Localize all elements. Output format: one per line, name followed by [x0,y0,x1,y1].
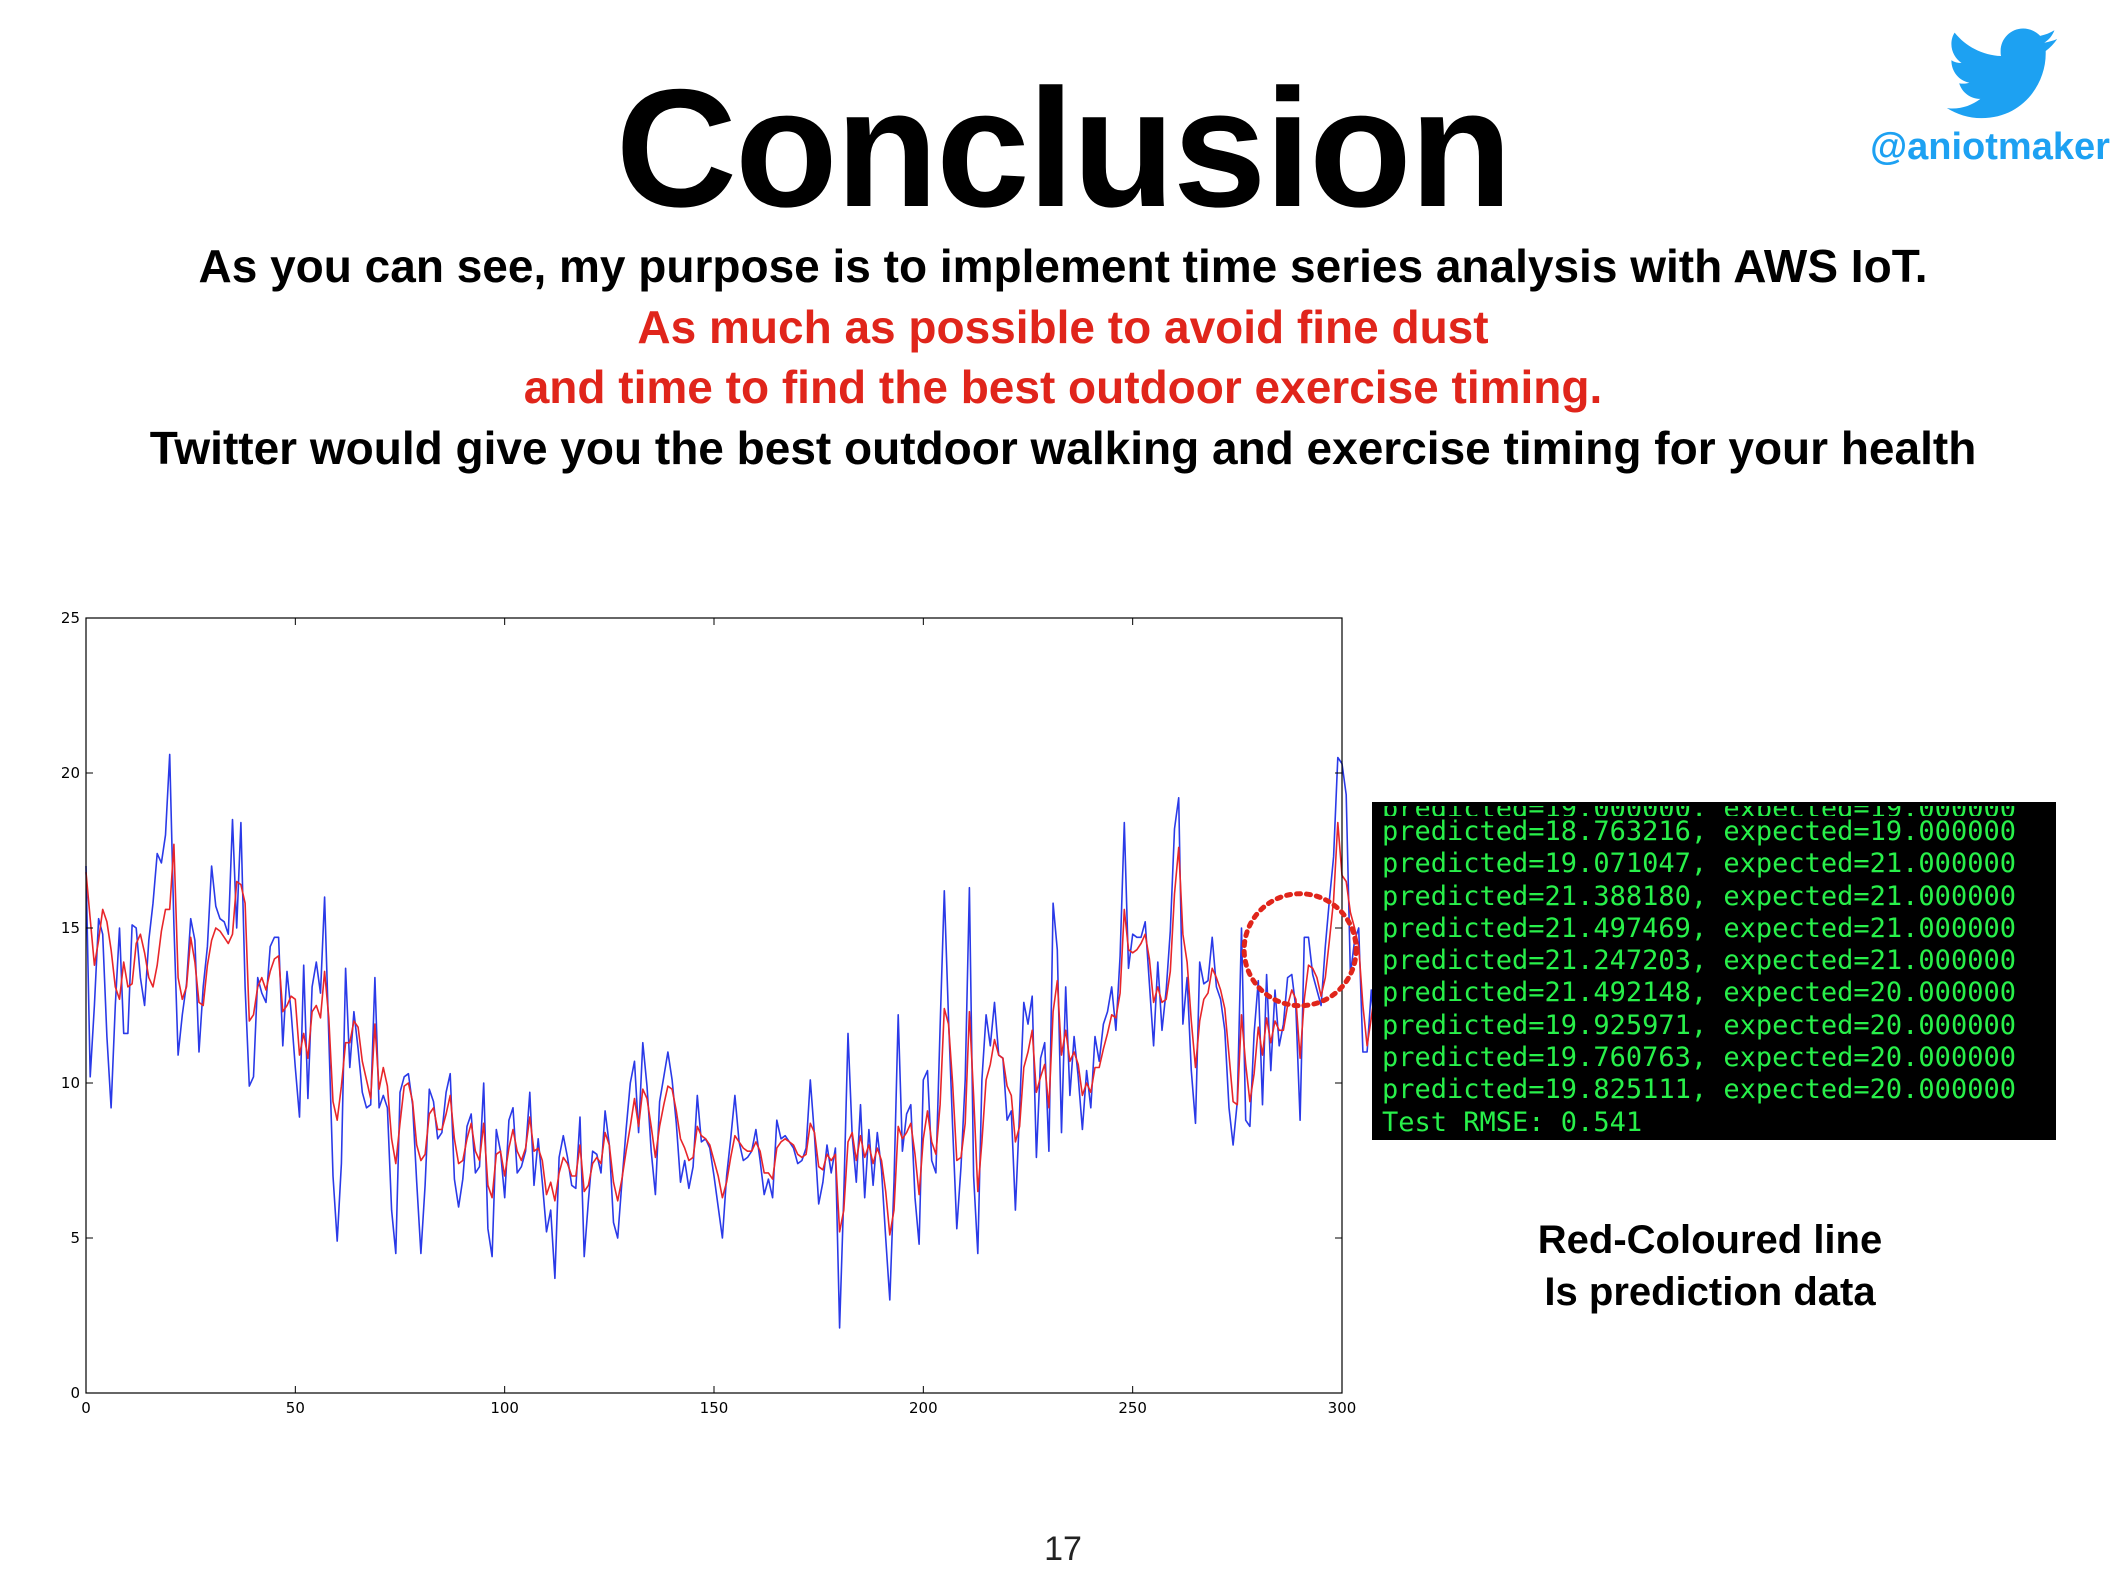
twitter-line: Twitter would give you the best outdoor … [149,422,1977,474]
purpose-line: As you can see, my purpose is to impleme… [198,240,1928,292]
terminal-line: predicted=19.760763, expected=20.000000 [1382,1042,2016,1074]
terminal-line: predicted=19.825111, expected=20.000000 [1382,1074,2016,1106]
x-tick-label: 50 [286,1399,305,1417]
page-number: 17 [1044,1530,1082,1568]
note-line-1: Red-Coloured line [1537,1218,1883,1262]
series-line-actual [85,753,1380,1329]
x-tick-label: 100 [490,1399,519,1417]
y-tick-label: 5 [70,1229,80,1247]
note-line-2: Is prediction data [1544,1270,1876,1314]
y-tick-label: 20 [61,764,80,782]
terminal-cut-line: predicted=19.000000, expected=19.000000 [1372,806,2056,816]
terminal-line: predicted=18.763216, expected=19.000000 [1382,816,2016,847]
slide-title: Conclusion [615,54,1513,242]
x-tick-label: 200 [909,1399,938,1417]
y-tick-label: 25 [61,609,80,627]
x-tick-label: 0 [81,1399,91,1417]
highlight-line-1: As much as possible to avoid fine dust [637,301,1489,353]
x-tick-label: 150 [700,1399,729,1417]
y-tick-label: 15 [61,919,80,937]
y-tick-label: 10 [61,1074,80,1092]
twitter-bird-icon [1946,28,2058,119]
terminal-rmse-line: Test RMSE: 0.541 [1382,1106,1643,1138]
terminal-line: predicted=21.492148, expected=20.000000 [1382,977,2016,1009]
series-line-predicted [85,821,1380,1236]
y-tick-label: 0 [70,1384,80,1402]
time-series-chart: 0 50 100 150 200 250 300 0 5 10 15 20 25 [61,609,1380,1417]
x-tick-label: 300 [1328,1399,1357,1417]
highlight-line-2: and time to find the best outdoor exerci… [523,361,1603,413]
terminal-line: predicted=19.925971, expected=20.000000 [1382,1009,2016,1041]
terminal-output: predicted=19.000000, expected=19.000000 … [1372,802,2056,1140]
terminal-line: predicted=19.071047, expected=21.000000 [1382,848,2016,880]
terminal-line: predicted=21.247203, expected=21.000000 [1382,945,2016,977]
highlight-circle [1241,891,1359,1009]
terminal-line: predicted=21.388180, expected=21.000000 [1382,880,2016,912]
terminal-line: predicted=21.497469, expected=21.000000 [1382,912,2016,944]
plot-frame [85,617,1343,1394]
x-tick-label: 250 [1118,1399,1147,1417]
twitter-handle: @aniotmaker [1870,126,2110,168]
